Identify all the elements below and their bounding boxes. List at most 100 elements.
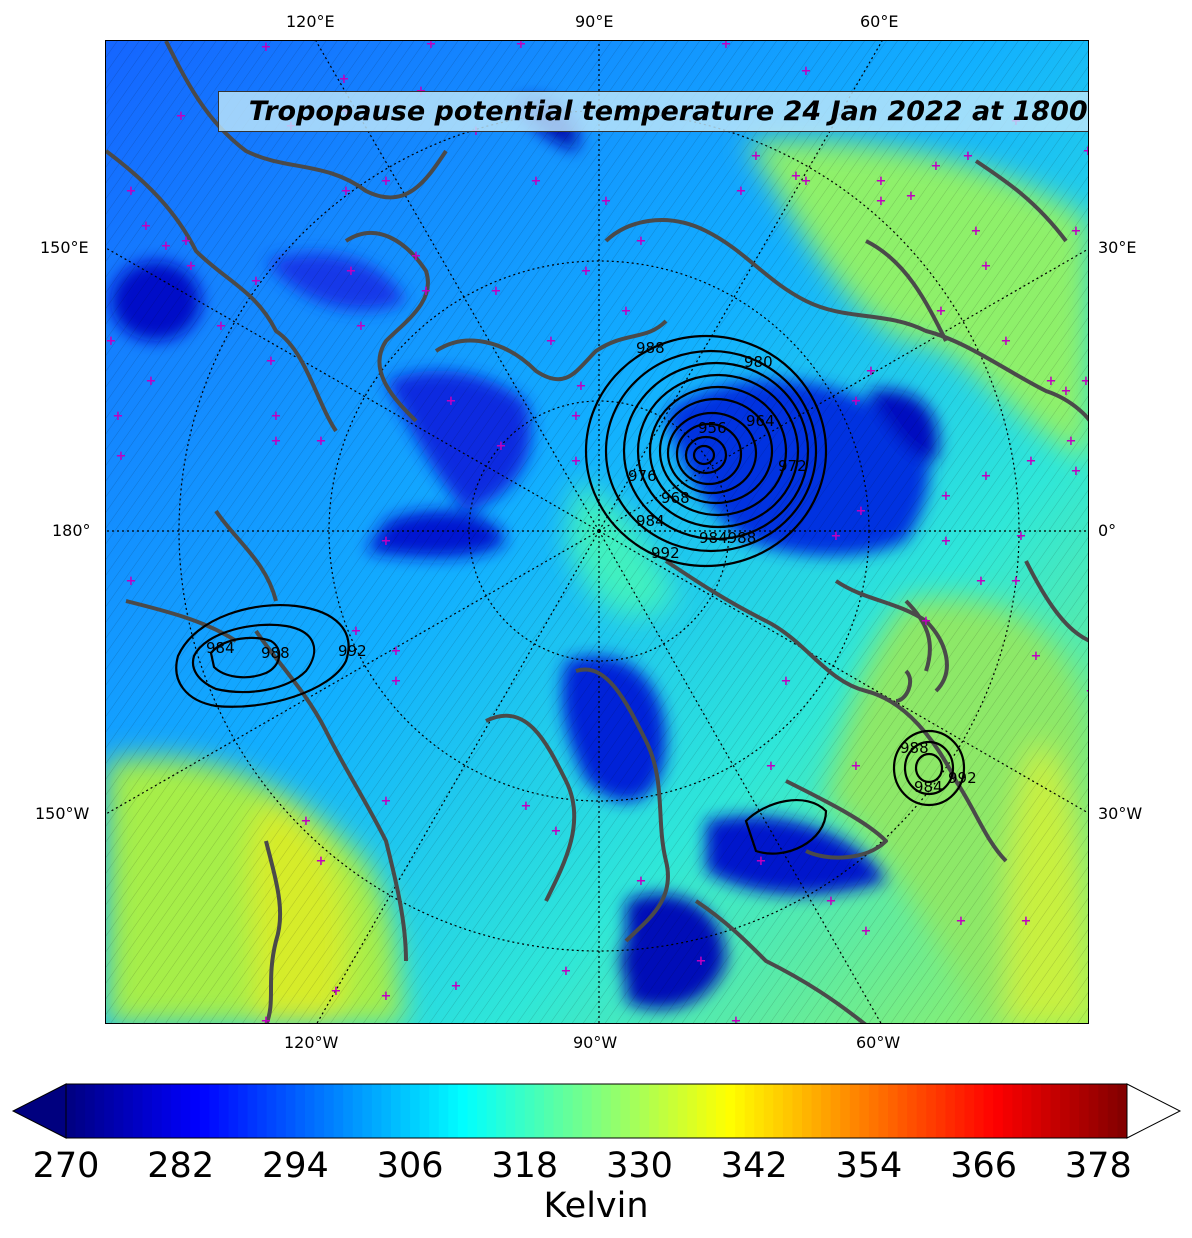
- colorbar-swatch: [954, 1084, 966, 1138]
- colorbar-swatch: [180, 1084, 191, 1138]
- station-marker: +: [516, 41, 527, 52]
- station-marker: +: [1071, 464, 1082, 479]
- lon-label-top-1: 120°E: [286, 12, 335, 31]
- colorbar-swatch: [161, 1084, 172, 1138]
- colorbar-swatch: [696, 1084, 708, 1138]
- station-marker: +: [341, 184, 352, 199]
- station-marker: +: [411, 249, 422, 264]
- station-marker: +: [346, 264, 357, 279]
- station-marker: +: [791, 169, 802, 184]
- station-marker: +: [963, 149, 974, 164]
- station-marker: +: [496, 439, 507, 454]
- colorbar-swatch: [104, 1084, 115, 1138]
- station-marker: +: [766, 759, 777, 774]
- colorbar-swatch: [352, 1084, 363, 1138]
- station-marker: +: [721, 41, 732, 52]
- colorbar-swatch: [247, 1084, 258, 1138]
- station-marker: +: [301, 814, 312, 829]
- colorbar-swatch: [477, 1084, 488, 1138]
- station-marker: +: [316, 434, 327, 449]
- colorbar-swatch: [687, 1084, 698, 1138]
- lon-label-right-1: 30°E: [1098, 238, 1137, 257]
- colorbar-swatch: [773, 1084, 784, 1138]
- colorbar-swatch: [1002, 1084, 1013, 1138]
- pressure-label: 984: [914, 778, 943, 796]
- colorbar-swatch: [190, 1084, 201, 1138]
- pressure-label: 984988: [699, 529, 756, 547]
- colorbar-tick-label: 378: [1064, 1146, 1132, 1186]
- colorbar-swatch: [964, 1084, 975, 1138]
- colorbar-swatch: [897, 1084, 908, 1138]
- colorbar-swatch: [486, 1084, 497, 1138]
- colorbar-swatch: [304, 1084, 316, 1138]
- station-marker: +: [351, 624, 362, 639]
- colorbar-swatch: [563, 1084, 574, 1138]
- station-marker: +: [216, 319, 227, 334]
- colorbar-swatch: [840, 1084, 851, 1138]
- colorbar-swatch: [639, 1084, 650, 1138]
- colorbar-swatch: [1069, 1084, 1080, 1138]
- colorbar-swatch: [1040, 1084, 1052, 1138]
- colorbar-swatch: [467, 1084, 478, 1138]
- station-marker: +: [1001, 334, 1012, 349]
- pressure-label: 968: [661, 489, 690, 507]
- colorbar-swatch: [668, 1084, 679, 1138]
- colorbar-swatch: [142, 1084, 153, 1138]
- station-marker: +: [356, 319, 367, 334]
- station-marker: +: [266, 354, 277, 369]
- map-panel: 988 980 956 964 972 976 968 984 992 9849…: [105, 40, 1089, 1024]
- station-marker: +: [971, 224, 982, 239]
- station-marker: +: [801, 174, 812, 189]
- pressure-label: 988: [261, 644, 290, 662]
- station-marker: +: [941, 489, 952, 504]
- colorbar-swatch: [792, 1084, 803, 1138]
- colorbar-swatch: [802, 1084, 813, 1138]
- colorbar-swatch: [782, 1084, 794, 1138]
- station-marker: +: [126, 574, 137, 589]
- pressure-labels: 988 980 956 964 972 976 968 984 992 9849…: [206, 339, 977, 796]
- station-marker: +: [1081, 374, 1089, 389]
- colorbar-swatch: [1088, 1084, 1099, 1138]
- station-marker: +: [781, 674, 792, 689]
- station-marker: +: [936, 304, 947, 319]
- pressure-label: 976: [628, 467, 657, 485]
- colorbar-swatch: [429, 1084, 440, 1138]
- colorbar-swatch: [209, 1084, 220, 1138]
- colorbar-swatch: [1098, 1084, 1109, 1138]
- colorbar-swatch: [754, 1084, 765, 1138]
- colorbar-swatch: [888, 1084, 899, 1138]
- colorbar-tick-label: 306: [376, 1146, 444, 1186]
- station-marker: +: [801, 64, 812, 79]
- lon-label-right-3: 30°W: [1098, 804, 1143, 823]
- station-marker: +: [571, 454, 582, 469]
- station-marker: +: [546, 334, 557, 349]
- station-marker: +: [381, 174, 392, 189]
- station-marker: +: [141, 219, 152, 234]
- colorbar-tick-label: 330: [606, 1146, 673, 1186]
- colorbar-swatch: [276, 1084, 287, 1138]
- station-marker: +: [181, 234, 192, 249]
- station-marker: +: [271, 409, 282, 424]
- colorbar-swatch: [601, 1084, 612, 1138]
- colorbar-swatch: [1060, 1084, 1071, 1138]
- colorbar-swatch: [849, 1084, 860, 1138]
- colorbar-swatch: [677, 1084, 688, 1138]
- colorbar-swatch: [878, 1084, 889, 1138]
- pressure-label: 992: [948, 769, 977, 787]
- station-marker: +: [331, 984, 342, 999]
- colorbar-swatch: [582, 1084, 593, 1138]
- isentrope-texture: [106, 41, 1088, 1023]
- station-marker: +: [736, 184, 747, 199]
- station-marker: +: [421, 284, 432, 299]
- colorbar-swatch: [85, 1084, 96, 1138]
- pressure-label: 992: [651, 544, 680, 562]
- station-marker: +: [1011, 574, 1022, 589]
- colorbar-swatch: [324, 1084, 335, 1138]
- colorbar-swatch: [515, 1084, 526, 1138]
- station-marker: +: [861, 924, 872, 939]
- colorbar-swatch: [390, 1084, 402, 1138]
- station-marker: +: [391, 674, 402, 689]
- colorbar-swatch: [1079, 1084, 1090, 1138]
- station-marker: +: [876, 174, 887, 189]
- station-marker: +: [1026, 454, 1037, 469]
